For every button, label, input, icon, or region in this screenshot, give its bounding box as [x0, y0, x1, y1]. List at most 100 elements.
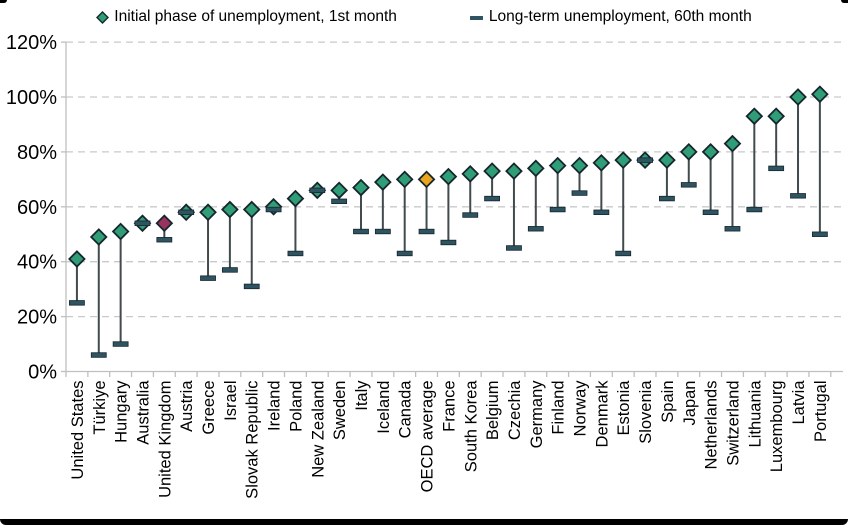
longterm-marker: [659, 195, 675, 202]
longterm-marker: [200, 275, 216, 281]
longterm-marker: [374, 228, 391, 235]
legend-dash-icon: [469, 15, 483, 20]
longterm-marker: [527, 226, 544, 232]
x-category-label: Latvia: [790, 380, 808, 425]
x-category-label: Australia: [134, 380, 152, 445]
initial-phase-marker: [570, 156, 589, 175]
x-category-label: United Kingdom: [156, 381, 174, 498]
legend-item-initial: Initial phase of unemployment, 1st month: [96, 8, 397, 26]
initial-phase-marker: [242, 200, 261, 219]
legend-diamond-icon: [96, 10, 110, 24]
x-category-label: Canada: [397, 380, 415, 439]
longterm-marker: [243, 283, 260, 290]
initial-phase-marker: [701, 143, 720, 161]
longterm-marker: [746, 206, 763, 213]
initial-phase-marker: [548, 156, 567, 175]
y-tick-label: 100%: [6, 87, 57, 109]
longterm-marker: [593, 209, 610, 215]
initial-phase-marker: [483, 162, 501, 180]
x-category-label: Austria: [178, 380, 196, 432]
initial-phase-marker: [155, 214, 174, 233]
longterm-marker: [637, 157, 653, 163]
longterm-marker: [440, 239, 457, 246]
x-category-label: Portugal: [812, 381, 830, 442]
longterm-marker: [484, 195, 501, 202]
initial-phase-marker: [111, 222, 130, 241]
x-category-label: Poland: [287, 381, 305, 432]
initial-phase-marker: [658, 151, 676, 170]
initial-phase-marker: [199, 203, 217, 222]
longterm-marker: [265, 206, 282, 213]
initial-phase-marker: [373, 173, 392, 191]
figure-border-corner-left: [0, 0, 7, 3]
x-category-label: Czechia: [506, 380, 524, 440]
longterm-marker: [615, 250, 632, 257]
longterm-marker: [680, 182, 697, 188]
initial-phase-marker: [526, 159, 545, 178]
initial-phase-marker: [395, 170, 414, 189]
longterm-marker: [134, 220, 151, 226]
initial-phase-marker: [745, 107, 764, 126]
x-category-label: Belgium: [484, 381, 502, 441]
x-category-label: Iceland: [375, 381, 393, 434]
initial-phase-marker: [614, 151, 633, 170]
figure-border-corner-right: [841, 0, 848, 3]
longterm-marker: [790, 193, 806, 199]
initial-phase-marker: [789, 88, 807, 106]
x-category-label: Slovenia: [637, 380, 655, 444]
x-category-label: Netherlands: [703, 381, 721, 470]
x-category-label: Finland: [550, 381, 568, 435]
legend-longterm-label: Long-term unemployment, 60th month: [488, 8, 752, 25]
longterm-marker: [221, 267, 238, 273]
initial-phase-marker: [679, 143, 698, 161]
legend-item-longterm: Long-term unemployment, 60th month: [469, 8, 752, 26]
longterm-marker: [90, 352, 107, 358]
initial-phase-marker: [68, 250, 86, 268]
longterm-marker: [724, 226, 741, 232]
initial-phase-marker: [592, 154, 611, 172]
initial-phase-marker: [286, 189, 305, 208]
initial-phase-marker: [89, 228, 108, 246]
x-category-label: Switzerland: [724, 381, 742, 466]
longterm-marker: [396, 250, 413, 257]
x-category-label: Denmark: [593, 380, 611, 448]
initial-phase-marker: [352, 178, 370, 197]
initial-phase-marker: [767, 107, 786, 126]
longterm-marker: [309, 187, 326, 194]
x-category-label: Hungary: [113, 380, 131, 443]
x-category-label: Japan: [681, 381, 699, 426]
x-category-label: Slovak Republic: [244, 381, 262, 499]
y-tick-label: 0%: [28, 362, 57, 384]
y-tick-label: 80%: [17, 142, 57, 164]
initial-phase-marker: [417, 170, 436, 189]
longterm-marker: [462, 212, 479, 218]
initial-phase-marker: [221, 200, 239, 219]
x-category-label: Sweden: [331, 381, 349, 441]
initial-phase-marker: [330, 181, 349, 200]
initial-phase-marker: [723, 134, 742, 153]
x-category-label: Luxembourg: [768, 381, 786, 473]
x-category-label: South Korea: [462, 380, 480, 473]
longterm-marker: [69, 300, 85, 306]
figure-bottom-border: [0, 519, 848, 525]
longterm-marker: [178, 209, 195, 215]
longterm-marker: [768, 165, 785, 172]
y-tick-label: 120%: [6, 32, 57, 54]
longterm-marker: [331, 198, 348, 205]
legend: Initial phase of unemployment, 1st month…: [0, 4, 848, 30]
y-tick-label: 40%: [17, 252, 57, 274]
x-category-label: Germany: [528, 380, 546, 449]
x-category-label: Italy: [353, 380, 371, 411]
longterm-marker: [156, 237, 173, 243]
longterm-marker: [112, 341, 129, 347]
longterm-marker: [702, 209, 719, 215]
x-category-label: Greece: [200, 381, 218, 435]
x-category-label: Türkiye: [91, 381, 109, 435]
x-category-label: Estonia: [615, 380, 633, 436]
longterm-marker: [287, 250, 304, 257]
longterm-marker: [549, 206, 566, 213]
legend-initial-label: Initial phase of unemployment, 1st month: [114, 8, 397, 25]
x-category-label: France: [440, 381, 458, 432]
longterm-marker: [571, 190, 588, 196]
